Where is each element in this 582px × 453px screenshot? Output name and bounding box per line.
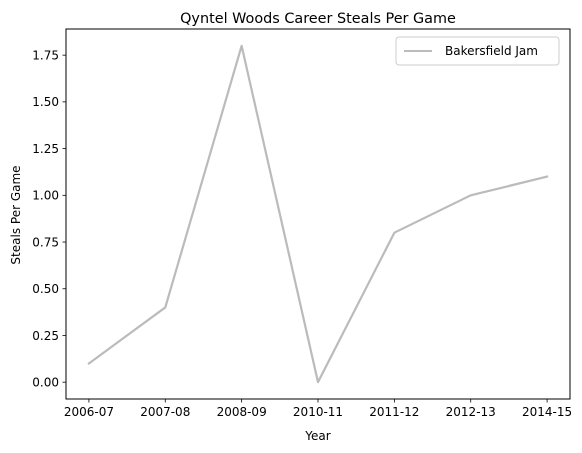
y-tick-label: 0.00 bbox=[32, 375, 59, 389]
y-tick-label: 1.75 bbox=[32, 48, 59, 62]
y-tick-label: 0.75 bbox=[32, 235, 59, 249]
legend-label: Bakersfield Jam bbox=[445, 44, 538, 58]
y-axis-label: Steals Per Game bbox=[9, 165, 23, 264]
series-line bbox=[87, 44, 549, 384]
chart-title: Qyntel Woods Career Steals Per Game bbox=[180, 11, 456, 27]
x-tick-label: 2006-07 bbox=[64, 405, 114, 419]
x-tick-label: 2011-12 bbox=[369, 405, 419, 419]
y-tick-label: 1.00 bbox=[32, 189, 59, 203]
x-axis: 2006-07 2007-08 2008-09 2010-11 2011-12 2012-… bbox=[64, 399, 572, 419]
plot-frame bbox=[65, 28, 571, 400]
y-axis: 0.00 0.25 0.50 0.75 1.00 1.25 1.50 1.75 bbox=[32, 48, 66, 389]
series-layer bbox=[87, 44, 549, 384]
x-tick-label: 2008-09 bbox=[217, 405, 267, 419]
x-tick-label: 2007-08 bbox=[140, 405, 190, 419]
y-tick-label: 1.50 bbox=[32, 95, 59, 109]
x-tick-label: 2014-15 bbox=[522, 405, 572, 419]
y-tick-label: 1.25 bbox=[32, 142, 59, 156]
y-tick-label: 0.25 bbox=[32, 329, 59, 343]
x-tick-label: 2012-13 bbox=[446, 405, 496, 419]
legend: Bakersfield Jam bbox=[395, 36, 560, 66]
x-tick-label: 2010-11 bbox=[293, 405, 343, 419]
x-axis-label: Year bbox=[304, 429, 330, 443]
legend-box bbox=[395, 36, 560, 66]
y-tick-label: 0.50 bbox=[32, 282, 59, 296]
